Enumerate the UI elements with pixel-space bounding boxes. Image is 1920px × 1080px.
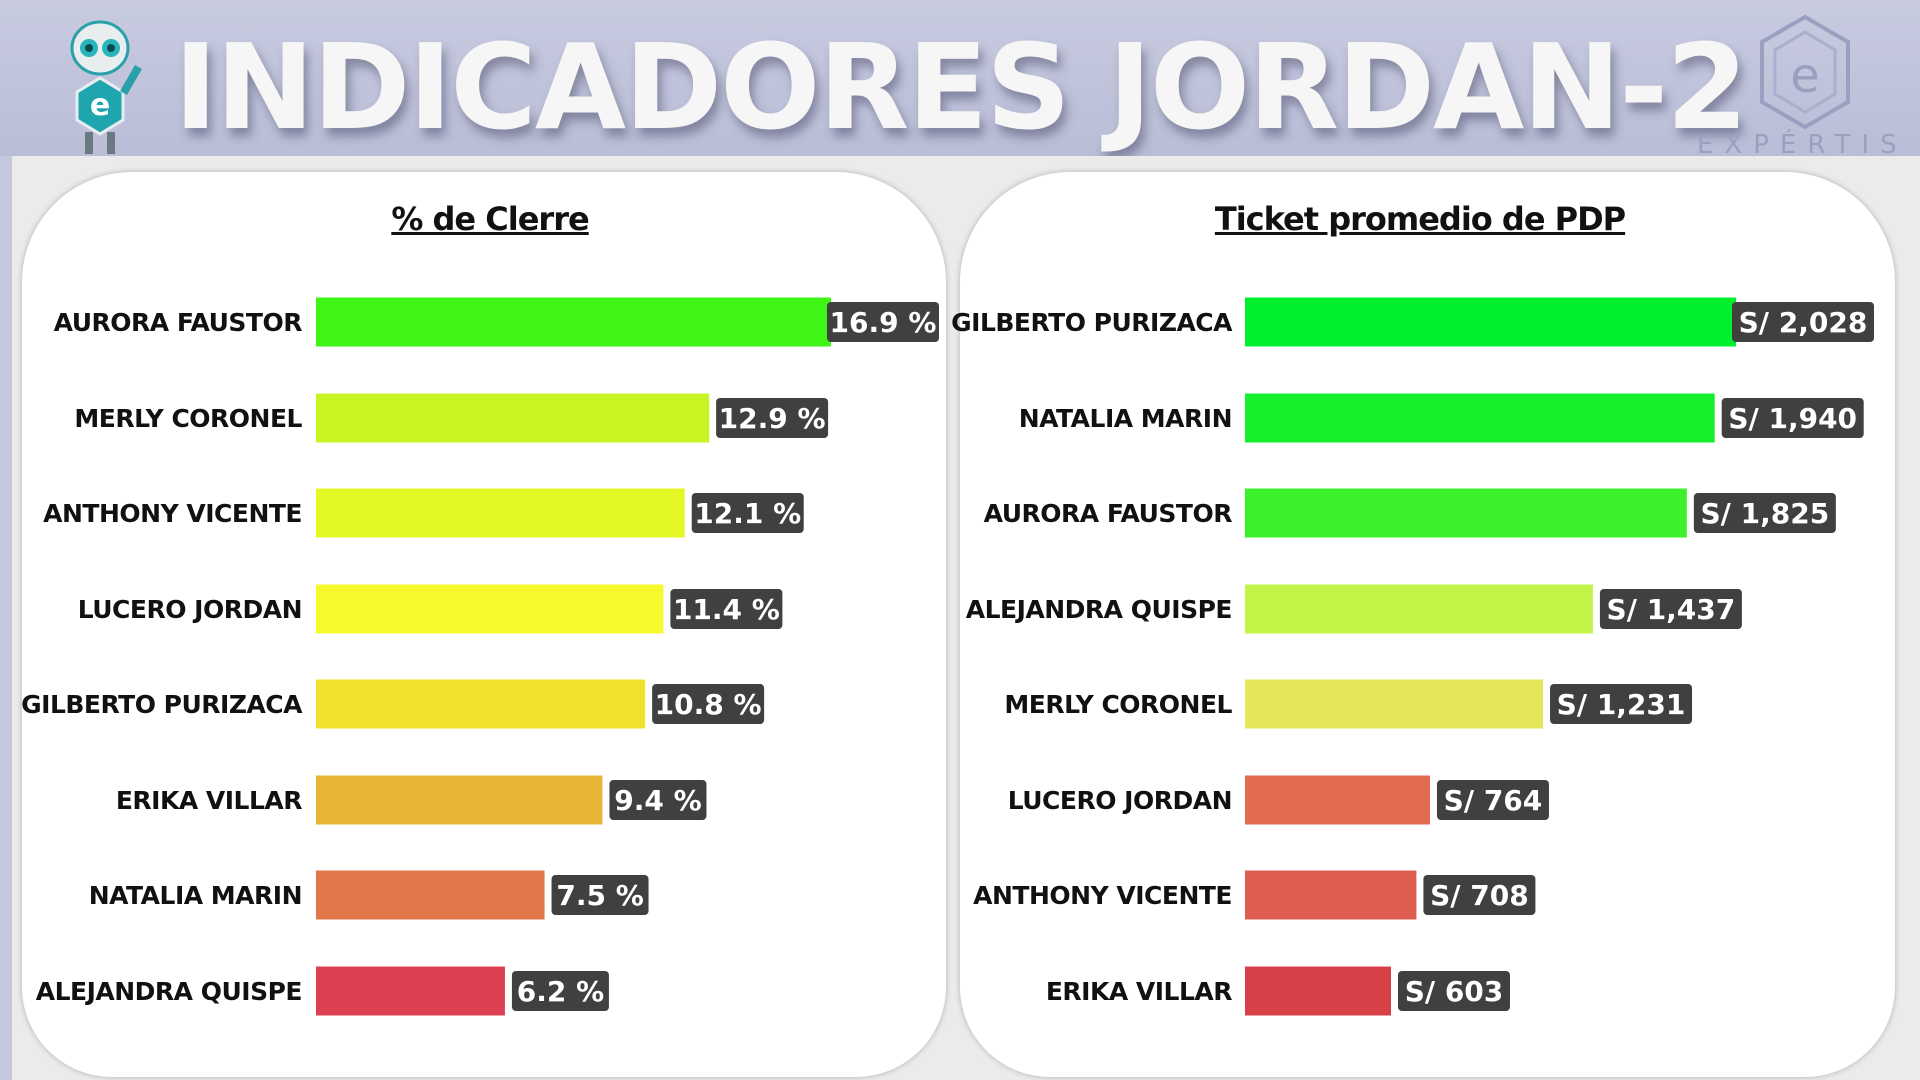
chart-title-closing-rate: % de Clerre <box>391 200 589 238</box>
svg-text:e: e <box>90 88 110 123</box>
svg-text:e: e <box>1790 48 1820 104</box>
chart-card-closing-rate <box>22 172 946 1077</box>
chart-card-average-ticket <box>960 172 1895 1077</box>
logo-text: EXPÉRTIS <box>1697 130 1908 160</box>
robot-mascot-icon: e <box>70 20 142 154</box>
page-title: INDICADORES JORDAN-2 <box>173 18 1748 156</box>
header <box>0 0 1920 156</box>
chart-title-average-ticket: Ticket promedio de PDP <box>1214 200 1626 238</box>
expertis-logo-icon: e <box>1760 14 1850 130</box>
